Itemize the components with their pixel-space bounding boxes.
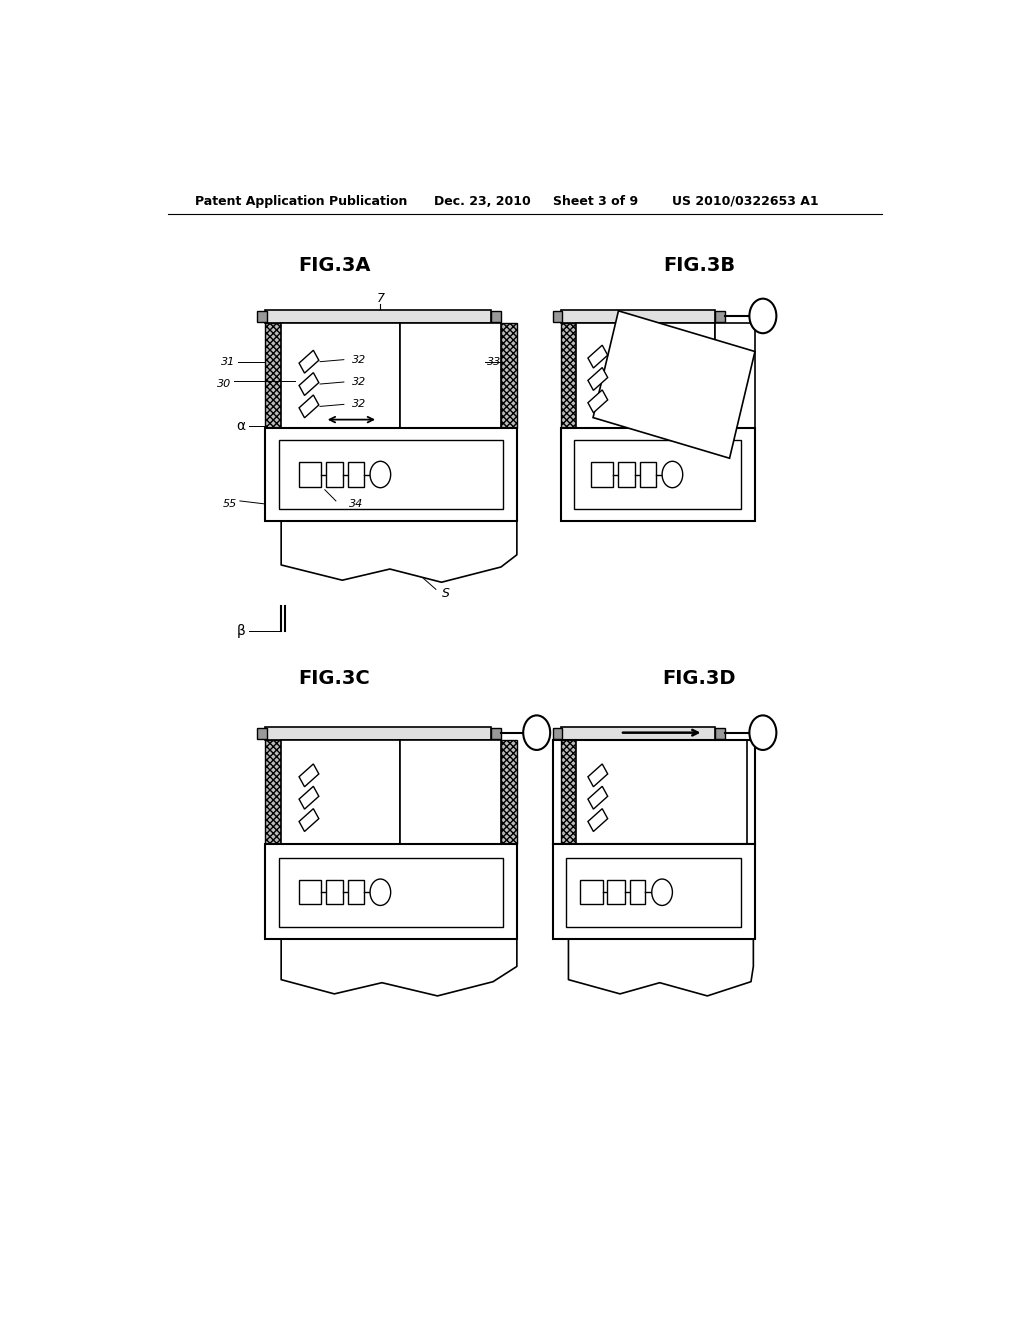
Polygon shape: [588, 764, 607, 787]
Circle shape: [652, 879, 673, 906]
Bar: [265, 323, 282, 428]
Bar: [560, 323, 577, 428]
Bar: [265, 310, 492, 323]
Bar: [553, 845, 755, 939]
Text: 32: 32: [352, 378, 366, 387]
Bar: [348, 462, 364, 487]
Polygon shape: [299, 395, 318, 418]
Bar: [299, 462, 321, 487]
Text: FIG.3C: FIG.3C: [298, 669, 371, 688]
Circle shape: [663, 461, 683, 487]
Polygon shape: [299, 350, 318, 374]
Text: 34: 34: [349, 499, 364, 510]
Text: 30: 30: [217, 379, 231, 389]
Text: FIG.3A: FIG.3A: [298, 256, 371, 275]
Text: Sheet 3 of 9: Sheet 3 of 9: [553, 194, 638, 207]
Bar: [282, 739, 400, 845]
Circle shape: [523, 715, 550, 750]
Text: Patent Application Publication: Patent Application Publication: [196, 194, 408, 207]
Bar: [577, 739, 748, 845]
Bar: [553, 727, 562, 739]
Bar: [553, 739, 755, 845]
Bar: [501, 323, 517, 428]
Text: β: β: [237, 624, 246, 638]
Bar: [265, 726, 492, 739]
Text: 33: 33: [486, 356, 501, 367]
Polygon shape: [588, 346, 607, 368]
Bar: [715, 727, 725, 739]
Bar: [640, 462, 655, 487]
Circle shape: [750, 298, 776, 333]
Circle shape: [370, 461, 391, 487]
Bar: [553, 312, 562, 322]
Bar: [566, 858, 740, 927]
Bar: [400, 739, 501, 845]
Polygon shape: [299, 809, 318, 832]
Bar: [326, 880, 343, 904]
Bar: [607, 880, 625, 904]
Polygon shape: [299, 372, 318, 396]
Polygon shape: [299, 787, 318, 809]
Bar: [577, 323, 716, 428]
Bar: [299, 880, 321, 904]
Bar: [265, 428, 517, 521]
Text: 7: 7: [377, 292, 384, 305]
Polygon shape: [588, 787, 607, 809]
Polygon shape: [593, 312, 755, 458]
Polygon shape: [588, 809, 607, 832]
Bar: [715, 323, 755, 428]
Bar: [492, 727, 501, 739]
Bar: [560, 428, 755, 521]
Bar: [591, 462, 613, 487]
Bar: [257, 727, 267, 739]
Text: 31: 31: [221, 356, 236, 367]
Text: Dec. 23, 2010: Dec. 23, 2010: [433, 194, 530, 207]
Text: FIG.3D: FIG.3D: [663, 669, 736, 688]
Polygon shape: [299, 764, 318, 787]
Bar: [715, 312, 725, 322]
Bar: [265, 845, 517, 939]
Bar: [581, 880, 602, 904]
Bar: [279, 858, 503, 927]
Text: 32: 32: [352, 355, 366, 364]
Bar: [560, 726, 715, 739]
Polygon shape: [588, 367, 607, 391]
Bar: [279, 440, 503, 510]
Bar: [326, 462, 343, 487]
Bar: [617, 462, 635, 487]
Bar: [630, 880, 645, 904]
Text: S: S: [441, 587, 450, 599]
Circle shape: [370, 879, 391, 906]
Bar: [257, 312, 267, 322]
Circle shape: [750, 715, 776, 750]
Text: 32: 32: [352, 400, 366, 409]
Polygon shape: [588, 389, 607, 413]
Text: 55: 55: [223, 499, 238, 510]
Text: FIG.3B: FIG.3B: [664, 256, 735, 275]
Bar: [492, 312, 501, 322]
Bar: [265, 739, 282, 845]
Bar: [400, 323, 501, 428]
Bar: [501, 739, 517, 845]
Bar: [560, 310, 715, 323]
Text: US 2010/0322653 A1: US 2010/0322653 A1: [672, 194, 818, 207]
Bar: [282, 323, 400, 428]
Bar: [560, 739, 577, 845]
Bar: [348, 880, 364, 904]
Text: α: α: [237, 418, 246, 433]
Bar: [574, 440, 740, 510]
